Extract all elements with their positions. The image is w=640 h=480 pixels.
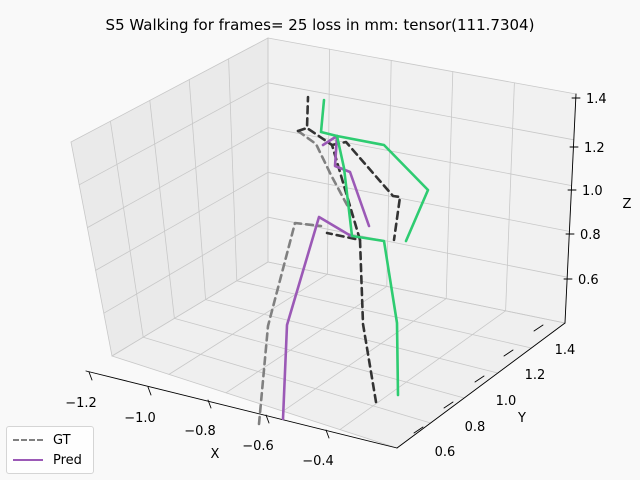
gt-shoulder	[296, 126, 309, 133]
chart-title: S5 Walking for frames= 25 loss in mm: te…	[106, 16, 535, 34]
left-pane	[71, 38, 268, 356]
grid-line	[70, 37, 269, 143]
grid-line	[95, 171, 269, 271]
z-tick-label: 1.2	[584, 141, 605, 156]
x-tick-label: −1.0	[124, 411, 156, 426]
gt-right-arm	[330, 140, 402, 242]
grid-line	[78, 82, 269, 186]
x-tick	[147, 386, 152, 396]
legend-label-gt: GT	[53, 432, 71, 448]
grid-line	[339, 310, 507, 431]
y-tick-label: 0.8	[465, 420, 486, 435]
y-tick	[474, 375, 485, 383]
x-tick-label: −0.4	[302, 454, 334, 469]
x-axis-label: X	[211, 447, 220, 462]
y-tick-label: 1.2	[525, 368, 546, 383]
y-tick-label: 1.0	[496, 394, 517, 409]
grid-lines	[70, 37, 577, 449]
x-tick-label: −1.2	[65, 396, 97, 411]
z-tick-label: 1.0	[582, 184, 603, 199]
tick-marks: −1.2 −1.0 −0.8 −0.6 −0.4 0.6 0.8 1.0 1.2 1.4 0.6 0.…	[65, 92, 606, 469]
legend-label-pred: Pred	[53, 452, 82, 468]
x-tick	[88, 371, 93, 381]
grid-line	[236, 280, 532, 349]
grid-line	[111, 261, 269, 357]
pred-right-arm	[335, 134, 430, 243]
x-tick	[325, 429, 330, 439]
z-tick-label: 0.6	[578, 273, 599, 288]
z-axis-label: Z	[623, 197, 632, 212]
floor-pane	[112, 262, 565, 448]
z-tick-label: 0.8	[580, 228, 601, 243]
pred-left-arm	[321, 134, 371, 228]
back-pane	[268, 38, 576, 323]
grid-line	[267, 261, 566, 324]
grid-line	[267, 37, 577, 95]
grid-line	[386, 60, 392, 287]
grid-line	[173, 317, 465, 399]
axes-panes	[71, 38, 576, 448]
skeleton-lines	[257, 95, 430, 426]
grid-line	[149, 100, 175, 319]
y-axis-label: Y	[517, 411, 526, 426]
gt-left-leg	[257, 221, 323, 426]
y-axis-line	[396, 322, 566, 449]
x-tick	[265, 414, 270, 424]
y-tick	[413, 426, 424, 434]
pred-left-leg	[281, 215, 353, 421]
pred-right-leg	[350, 234, 400, 397]
axis-lines	[85, 93, 577, 449]
z-axis-line	[564, 93, 577, 324]
gt-right-leg	[325, 231, 378, 404]
grid-line	[445, 71, 454, 300]
grid-line	[267, 216, 568, 278]
grid-line	[87, 127, 269, 229]
grid-line	[70, 141, 113, 357]
grid-line	[267, 82, 575, 141]
grid-line	[110, 120, 144, 338]
grid-line	[205, 299, 499, 374]
y-tick	[503, 349, 514, 357]
legend-swatch-gt	[13, 439, 43, 441]
legend-swatch-pred	[13, 459, 43, 461]
grid-line	[168, 273, 328, 375]
z-tick-label: 1.4	[586, 92, 607, 107]
legend: GT Pred	[6, 426, 94, 474]
grid-line	[111, 355, 398, 449]
legend-item-gt: GT	[13, 431, 71, 449]
grid-line	[326, 48, 331, 275]
y-tick	[533, 324, 544, 332]
grid-line	[505, 82, 515, 312]
grid-line	[142, 336, 432, 424]
x-tick-label: −0.6	[242, 439, 274, 454]
grid-line	[225, 285, 388, 394]
y-tick	[443, 401, 454, 409]
y-tick-label: 1.4	[555, 343, 576, 358]
grid-line	[282, 298, 447, 412]
y-tick-label: 0.6	[435, 445, 456, 460]
x-tick	[207, 399, 212, 409]
x-tick-label: −0.8	[184, 424, 216, 439]
gt-left-arm	[296, 129, 356, 220]
grid-line	[103, 216, 269, 314]
grid-line	[228, 58, 238, 282]
grid-line	[188, 79, 207, 301]
grid-line	[267, 171, 570, 232]
x-axis-line	[85, 370, 398, 449]
legend-item-pred: Pred	[13, 451, 82, 469]
